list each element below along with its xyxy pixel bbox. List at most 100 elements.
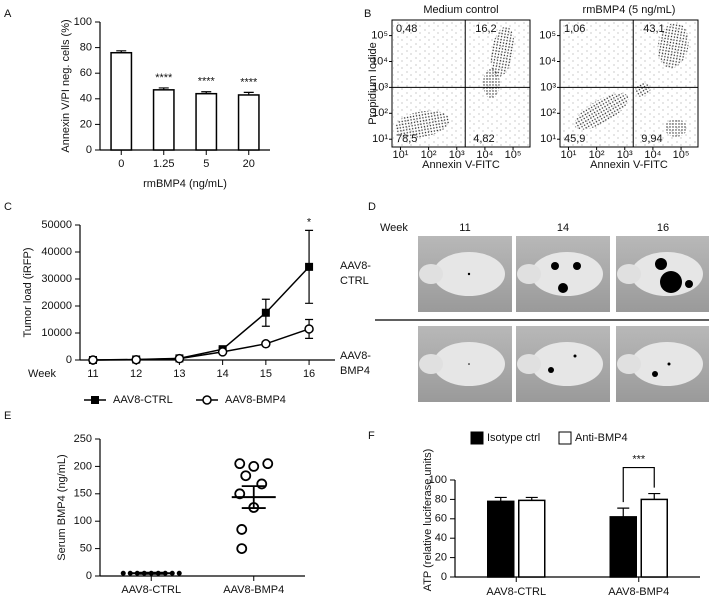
x-tick-label: AAV8-CTRL — [121, 584, 181, 596]
x-tick-label: 10⁵ — [505, 149, 522, 161]
x-tick-label: 11 — [87, 368, 98, 380]
plot-title: rmBMP4 (5 ng/mL) — [583, 4, 676, 16]
significance-bracket — [622, 466, 655, 503]
mouse-body — [531, 342, 603, 386]
y-tick-label: 50000 — [41, 219, 72, 231]
plot-title: Medium control — [423, 4, 498, 16]
row-label: AAV8- — [340, 350, 371, 362]
legend-label: AAV8-BMP4 — [225, 394, 286, 406]
quadrant-percent: 0,48 — [396, 23, 417, 35]
legend-label: Isotype ctrl — [487, 432, 540, 444]
significance: **** — [240, 76, 258, 88]
y-tick-label: 150 — [74, 488, 92, 500]
y-tick-label: 200 — [74, 460, 92, 472]
tumor-signal — [652, 371, 658, 377]
data-point — [176, 570, 182, 576]
x-tick-label: AAV8-CTRL — [486, 586, 546, 598]
marker — [261, 308, 270, 317]
column-label: 14 — [557, 222, 569, 234]
x-axis-label: rmBMP4 (ng/mL) — [143, 178, 227, 190]
y-tick-label: 20 — [435, 552, 447, 564]
x-axis-label: Week — [28, 368, 56, 380]
y-tick-label: 0 — [86, 570, 92, 582]
panel-letter: E — [4, 410, 11, 422]
y-tick-label: 10⁴ — [539, 55, 556, 67]
y-tick-label: 40 — [435, 532, 447, 544]
x-tick-label: 10¹ — [393, 149, 409, 161]
panel-letter: C — [4, 201, 12, 213]
column-label: 16 — [657, 222, 669, 234]
y-tick-label: 20 — [80, 118, 92, 130]
x-tick-label: 10⁴ — [644, 149, 661, 161]
marker — [304, 324, 314, 334]
y-tick-label: 60 — [435, 513, 447, 525]
y-tick-label: 100 — [74, 515, 92, 527]
y-tick-label: 40000 — [41, 246, 72, 258]
quadrant-percent: 4,82 — [473, 133, 494, 145]
x-tick-label: 0 — [118, 158, 124, 170]
event-cluster — [657, 22, 689, 69]
tumor-signal — [660, 271, 682, 293]
bar — [237, 94, 260, 151]
y-tick-label: 0 — [441, 571, 447, 583]
error-bar — [617, 507, 630, 517]
y-tick-label: 30000 — [41, 273, 72, 285]
panel-letter: D — [368, 201, 376, 213]
x-tick-label: 5 — [203, 158, 209, 170]
panel-letter: B — [364, 8, 371, 20]
y-tick-label: 100 — [74, 16, 92, 28]
event-cluster — [483, 68, 500, 99]
marker — [217, 347, 228, 357]
panel-letter: A — [4, 8, 12, 20]
y-axis-label: Propidium Iodide — [367, 42, 379, 125]
y-tick-label: 0 — [66, 354, 72, 366]
y-tick-label: 10⁵ — [539, 30, 556, 42]
x-tick-label: 10³ — [617, 149, 633, 161]
x-tick-label: 15 — [260, 368, 272, 380]
data-point — [248, 460, 260, 472]
row-label: CTRL — [340, 275, 369, 287]
data-point — [256, 478, 268, 490]
marker — [88, 355, 98, 365]
marker — [174, 353, 185, 364]
data-point — [234, 488, 246, 500]
y-tick-label: 20000 — [41, 300, 72, 312]
bar — [152, 89, 175, 151]
sem-bar — [241, 485, 266, 509]
quadrant-percent: 1,06 — [564, 23, 585, 35]
series-line — [92, 266, 310, 361]
y-tick-label: 10⁵ — [371, 30, 388, 42]
marker — [202, 395, 212, 405]
event-cluster — [634, 82, 651, 97]
x-tick-label: 14 — [217, 368, 229, 380]
y-tick-label: 60 — [80, 67, 92, 79]
marker — [91, 396, 99, 404]
x-tick-label: 10² — [589, 149, 605, 161]
y-tick-label: 10³ — [540, 81, 556, 93]
y-axis-label: Tumor load (iRFP) — [22, 247, 34, 337]
x-tick-label: 10⁵ — [673, 149, 690, 161]
y-tick-label: 10000 — [41, 327, 72, 339]
tumor-signal — [685, 280, 693, 288]
bar — [487, 500, 515, 578]
quadrant-percent: 45,9 — [564, 133, 585, 145]
x-tick-label: 10¹ — [561, 149, 577, 161]
y-tick-label: 10² — [372, 107, 388, 119]
y-tick-label: 40 — [80, 93, 92, 105]
tumor-signal — [548, 367, 554, 373]
y-tick-label: 10³ — [372, 81, 388, 93]
x-tick-label: 20 — [243, 158, 255, 170]
tumor-signal — [558, 283, 568, 293]
y-axis-label: Serum BMP4 (ng/mL) — [56, 454, 68, 560]
x-tick-label: AAV8-BMP4 — [608, 586, 669, 598]
column-label: 11 — [459, 222, 470, 234]
y-tick-label: 10¹ — [540, 133, 556, 145]
error-bar — [648, 492, 661, 500]
panel-letter: F — [368, 430, 375, 442]
y-tick-label: 10⁴ — [371, 55, 388, 67]
y-tick-label: 10¹ — [372, 133, 388, 145]
x-tick-label: 12 — [130, 368, 142, 380]
row-label: AAV8- — [340, 260, 371, 272]
x-tick-label: 16 — [303, 368, 315, 380]
